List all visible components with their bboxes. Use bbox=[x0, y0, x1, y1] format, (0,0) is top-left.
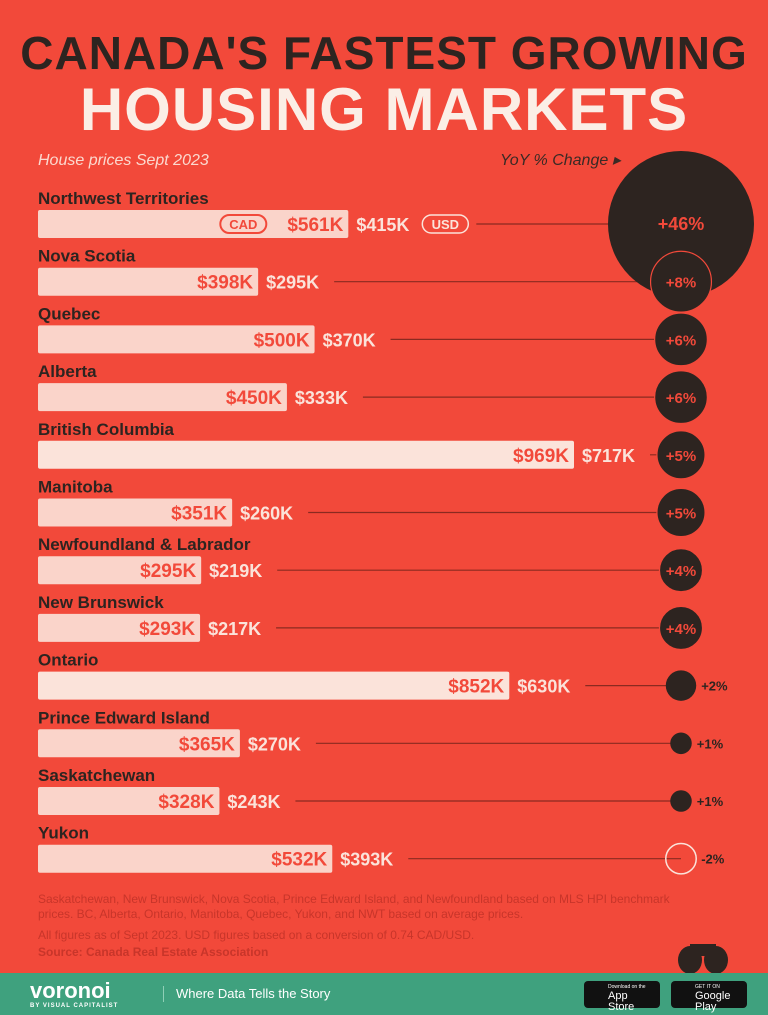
cad-bar bbox=[38, 556, 202, 585]
category-label: Saskatchewan bbox=[38, 766, 155, 785]
cad-bar bbox=[38, 210, 349, 238]
usd-value-label: $415K bbox=[356, 215, 409, 235]
cad-tag: CAD bbox=[229, 217, 257, 232]
cad-bar bbox=[38, 440, 574, 469]
cad-bar bbox=[38, 844, 333, 873]
app-store-small: Download on the bbox=[608, 984, 646, 990]
usd-value-label: $219K bbox=[209, 561, 262, 581]
yoy-value-label: -2% bbox=[701, 852, 725, 867]
cad-bar bbox=[38, 267, 259, 296]
cad-tag-outline bbox=[219, 214, 268, 234]
cad-value-label: $532K bbox=[271, 850, 327, 871]
voronoi-logo[interactable]: voronoi BY VISUAL CAPITALIST bbox=[30, 979, 118, 1010]
cad-bar bbox=[38, 787, 220, 815]
cad-value-label: $295K bbox=[140, 561, 196, 582]
yoy-bubble bbox=[658, 605, 704, 651]
cad-value-label: $852K bbox=[448, 677, 504, 698]
yoy-bubble bbox=[656, 430, 706, 480]
yoy-bubble bbox=[654, 370, 708, 425]
usd-tag-outline bbox=[421, 214, 470, 234]
category-label: Prince Edward Island bbox=[38, 708, 210, 727]
app-store-label: App Store bbox=[608, 990, 635, 1013]
cad-value-label: $969K bbox=[513, 446, 569, 467]
yoy-value-label: +6% bbox=[666, 332, 696, 349]
usd-value-label: $260K bbox=[240, 504, 293, 524]
usd-value-label: $295K bbox=[266, 273, 319, 293]
usd-value-label: $217K bbox=[208, 619, 261, 639]
subtitle: House prices Sept 2023 bbox=[38, 152, 209, 169]
cad-bar bbox=[38, 325, 315, 354]
yoy-value-label: +1% bbox=[697, 794, 724, 809]
yoy-value-label: +1% bbox=[697, 736, 724, 751]
usd-value-label: $630K bbox=[517, 677, 570, 697]
category-label: Northwest Territories bbox=[38, 189, 209, 208]
yoy-value-label: +46% bbox=[658, 214, 705, 234]
google-play-label: Google Play bbox=[695, 990, 731, 1013]
cad-value-label: $398K bbox=[197, 273, 253, 294]
cad-value-label: $450K bbox=[226, 388, 282, 409]
category-label: Nova Scotia bbox=[38, 247, 136, 266]
yoy-bubble bbox=[670, 732, 692, 755]
binoculars-logo-icon bbox=[678, 944, 728, 974]
app-store-button[interactable]: Download on the App Store bbox=[584, 981, 660, 1013]
yoy-bubble bbox=[608, 151, 754, 297]
category-label: Alberta bbox=[38, 362, 97, 381]
yoy-value-label: +6% bbox=[666, 390, 696, 407]
footnote-conversion: All figures as of Sept 2023. USD figures… bbox=[38, 928, 475, 942]
cad-value-label: $500K bbox=[254, 330, 310, 351]
title-line-1: CANADA'S FASTEST GROWING bbox=[20, 27, 748, 79]
usd-value-label: $717K bbox=[582, 446, 635, 466]
yoy-value-label: +4% bbox=[666, 621, 696, 638]
google-play-small: GET IT ON bbox=[695, 984, 720, 990]
cad-value-label: $365K bbox=[179, 734, 235, 755]
category-label: New Brunswick bbox=[38, 593, 164, 612]
cad-bar bbox=[38, 729, 240, 758]
footer-band: voronoi BY VISUAL CAPITALIST Where Data T… bbox=[0, 973, 768, 1015]
yoy-bubble bbox=[665, 670, 697, 701]
cad-bar bbox=[38, 671, 510, 700]
cad-value-label: $351K bbox=[171, 504, 227, 525]
cad-bar bbox=[38, 498, 233, 527]
google-play-button[interactable]: GET IT ON Google Play bbox=[671, 981, 747, 1013]
usd-value-label: $393K bbox=[340, 850, 393, 870]
footnote-methodology: Saskatchewan, New Brunswick, Nova Scotia… bbox=[38, 892, 670, 921]
brand-sub: BY VISUAL CAPITALIST bbox=[30, 1003, 119, 1009]
usd-value-label: $370K bbox=[323, 330, 376, 350]
cad-bar bbox=[38, 613, 201, 642]
yoy-bubble bbox=[649, 250, 713, 313]
cad-bar bbox=[38, 383, 287, 412]
yoy-bubble bbox=[658, 548, 704, 593]
yoy-label: YoY % Change ▸ bbox=[500, 152, 621, 169]
usd-tag: USD bbox=[432, 217, 459, 232]
yoy-bubble bbox=[665, 842, 697, 875]
category-label: Quebec bbox=[38, 304, 100, 323]
yoy-bubble bbox=[656, 487, 706, 538]
yoy-value-label: +5% bbox=[666, 506, 696, 523]
usd-value-label: $270K bbox=[248, 734, 301, 754]
yoy-value-label: +5% bbox=[666, 448, 696, 465]
category-label: Ontario bbox=[38, 651, 98, 670]
source: Source: Canada Real Estate Association bbox=[38, 945, 269, 959]
category-label: British Columbia bbox=[38, 420, 175, 439]
usd-value-label: $333K bbox=[295, 388, 348, 408]
yoy-value-label: +8% bbox=[666, 275, 696, 292]
yoy-bubble bbox=[654, 312, 708, 367]
brand-name: voronoi bbox=[30, 978, 111, 1003]
category-label: Newfoundland & Labrador bbox=[38, 535, 251, 554]
usd-value-label: $243K bbox=[227, 792, 280, 812]
yoy-value-label: +2% bbox=[701, 679, 728, 694]
title-line-2: HOUSING MARKETS bbox=[79, 76, 689, 143]
yoy-value-label: +4% bbox=[666, 563, 696, 580]
cad-value-label: $328K bbox=[158, 792, 214, 813]
cad-value-label: $293K bbox=[139, 619, 195, 640]
category-label: Manitoba bbox=[38, 478, 113, 497]
category-label: Yukon bbox=[38, 824, 89, 843]
chart: Northwest Territories $561K $415K CAD USD Nov… bbox=[38, 151, 754, 875]
yoy-bubble bbox=[670, 790, 692, 812]
tagline: Where Data Tells the Story bbox=[163, 986, 330, 1002]
cad-value-label: $561K bbox=[287, 215, 343, 236]
